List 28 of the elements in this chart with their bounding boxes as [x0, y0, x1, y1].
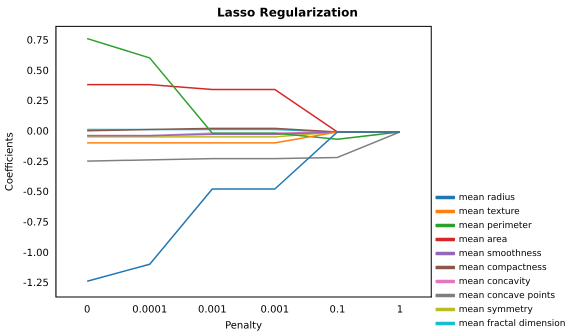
y-tick-label: -0.25 [23, 156, 49, 168]
y-tick-label: -0.75 [23, 218, 49, 229]
y-tick-label: 0.50 [26, 66, 49, 77]
legend-label: mean radius [458, 192, 516, 203]
y-axis-title: Coefficients [4, 132, 16, 192]
y-tick-label: -1.00 [23, 248, 49, 259]
x-tick-label: 0 [84, 304, 90, 316]
x-tick-label: 0.001 [260, 304, 290, 316]
chart-title: Lasso Regularization [217, 5, 358, 20]
y-tick-label: -1.25 [23, 278, 49, 290]
legend-label: mean perimeter [458, 220, 532, 231]
legend-label: mean smoothness [458, 248, 542, 259]
x-axis-title: Penalty [225, 320, 262, 332]
y-tick-label: 0.25 [26, 96, 49, 108]
legend-label: mean symmetry [458, 304, 534, 315]
x-tick-label: 1 [396, 304, 404, 316]
legend-label: mean concavity [458, 276, 532, 287]
legend-label: mean fractal dimension [458, 318, 566, 329]
y-tick-label: 0.75 [26, 36, 49, 47]
x-tick-label: 0.001 [198, 304, 227, 316]
x-tick-label: 0.0001 [132, 304, 168, 316]
x-tick-label: 0.1 [329, 304, 346, 316]
legend-label: mean texture [458, 206, 520, 217]
legend-label: mean area [458, 234, 508, 245]
legend-label: mean compactness [458, 262, 547, 273]
y-tick-label: -0.50 [23, 187, 49, 198]
legend-label: mean concave points [458, 290, 556, 301]
y-tick-label: 0.00 [26, 126, 49, 138]
